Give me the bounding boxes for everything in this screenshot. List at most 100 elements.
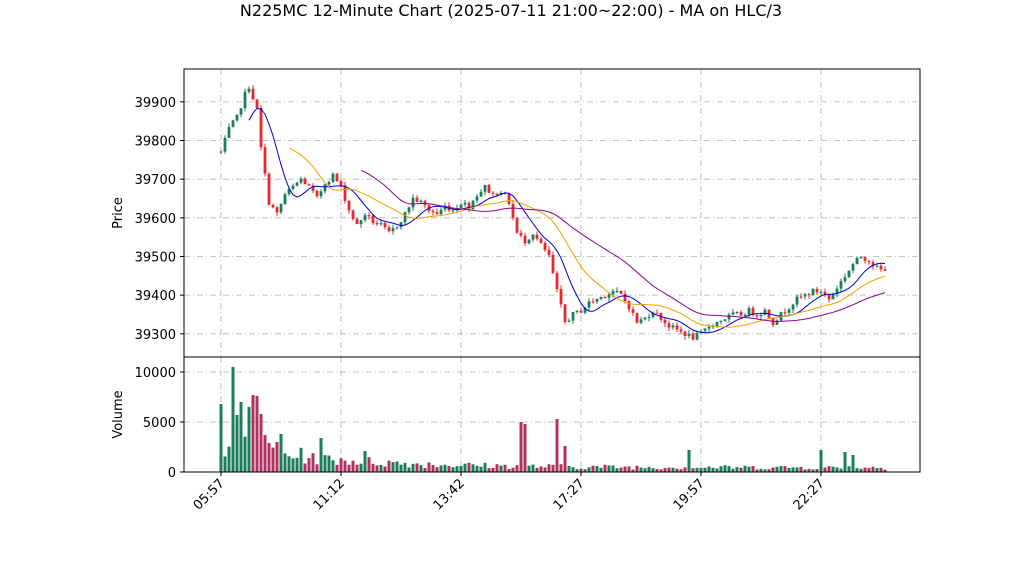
volume-bar xyxy=(363,451,367,472)
volume-bar xyxy=(323,455,327,472)
candle-body xyxy=(487,184,491,193)
candle-body xyxy=(547,249,551,256)
candle-body xyxy=(331,173,335,182)
candle-body xyxy=(563,304,567,322)
candle-body xyxy=(543,242,547,250)
volume-bar xyxy=(695,467,699,472)
candle-body xyxy=(751,308,755,315)
candle-body xyxy=(635,312,639,323)
candle-body xyxy=(599,296,603,299)
volume-bar xyxy=(451,467,455,472)
candle-body xyxy=(827,294,831,300)
volume-bar xyxy=(379,464,383,472)
volume-bar xyxy=(351,460,355,472)
candle-body xyxy=(871,262,875,267)
volume-bar xyxy=(875,468,879,472)
volume-bar xyxy=(295,457,299,472)
volume-bar xyxy=(591,465,595,472)
candle-body xyxy=(347,200,351,211)
candle-body xyxy=(415,197,419,202)
candle-body xyxy=(379,223,383,225)
candle-body xyxy=(359,220,363,225)
volume-bar xyxy=(319,438,323,472)
candle-body xyxy=(735,311,739,313)
candle-body xyxy=(263,147,267,174)
candle-body xyxy=(619,290,623,294)
volume-bar xyxy=(339,458,343,472)
candle-body xyxy=(227,126,231,138)
volume-bar xyxy=(603,464,607,472)
price-tick-label: 39600 xyxy=(135,212,176,227)
volume-bar xyxy=(371,463,375,472)
volume-bar xyxy=(627,466,631,472)
candle-body xyxy=(515,217,519,233)
candle-body xyxy=(675,325,679,330)
volume-bar xyxy=(631,469,635,472)
volume-bar xyxy=(235,415,239,472)
candle-body xyxy=(847,270,851,278)
candle-body xyxy=(607,294,611,298)
candle-body xyxy=(527,239,531,244)
candle-body xyxy=(323,184,327,192)
candle-body xyxy=(759,314,763,317)
volume-bar xyxy=(675,468,679,472)
volume-bar xyxy=(527,465,531,472)
candle-body xyxy=(855,257,859,265)
volume-bar xyxy=(831,466,835,472)
candle-body xyxy=(575,310,579,313)
volume-bar xyxy=(783,466,787,472)
candle-body xyxy=(295,182,299,186)
candle-body xyxy=(319,191,323,197)
volume-bar xyxy=(487,468,491,472)
candle-body xyxy=(687,333,691,336)
volume-bar xyxy=(619,467,623,472)
volume-bar xyxy=(399,464,403,472)
volume-bar xyxy=(559,464,563,472)
volume-bar xyxy=(803,469,807,472)
volume-bar xyxy=(383,466,387,472)
candle-body xyxy=(851,264,855,271)
volume-bar xyxy=(283,453,287,472)
candle-body xyxy=(463,202,467,205)
candle-body xyxy=(279,203,283,213)
volume-bar xyxy=(543,467,547,472)
volume-bar xyxy=(299,447,303,472)
volume-tick-label: 0 xyxy=(168,466,176,481)
volume-bar xyxy=(427,462,431,472)
candle-body xyxy=(807,294,811,296)
volume-bar xyxy=(791,467,795,472)
candle-body xyxy=(343,185,347,201)
volume-tick-label: 5000 xyxy=(143,416,176,431)
volume-bar xyxy=(615,468,619,472)
volume-bar xyxy=(459,466,463,472)
volume-bar xyxy=(407,467,411,472)
candle-body xyxy=(783,312,787,314)
volume-bar xyxy=(671,467,675,472)
candle-body xyxy=(643,317,647,320)
volume-bar xyxy=(271,447,275,472)
moving-averages xyxy=(248,107,886,334)
candle-body xyxy=(475,196,479,201)
volume-bar xyxy=(335,464,339,472)
candle-body xyxy=(615,290,619,292)
candle-body xyxy=(731,312,735,315)
candle-body xyxy=(823,291,827,295)
volume-bar xyxy=(735,467,739,472)
volume-bar xyxy=(611,465,615,472)
candle-body xyxy=(479,191,483,197)
candle-body xyxy=(271,204,275,208)
volume-bar xyxy=(239,402,243,472)
volume-bar xyxy=(423,468,427,472)
price-tick-label: 39300 xyxy=(135,328,176,343)
volume-bar xyxy=(227,446,231,472)
candle-body xyxy=(591,301,595,303)
candle-body xyxy=(363,215,367,221)
candle-body xyxy=(831,293,835,300)
candle-body xyxy=(671,325,675,328)
candle-body xyxy=(519,232,523,236)
volume-bar xyxy=(479,466,483,472)
candle-body xyxy=(679,329,683,332)
volume-bar xyxy=(599,467,603,472)
candle-body xyxy=(719,320,723,322)
candle-body xyxy=(307,184,311,186)
